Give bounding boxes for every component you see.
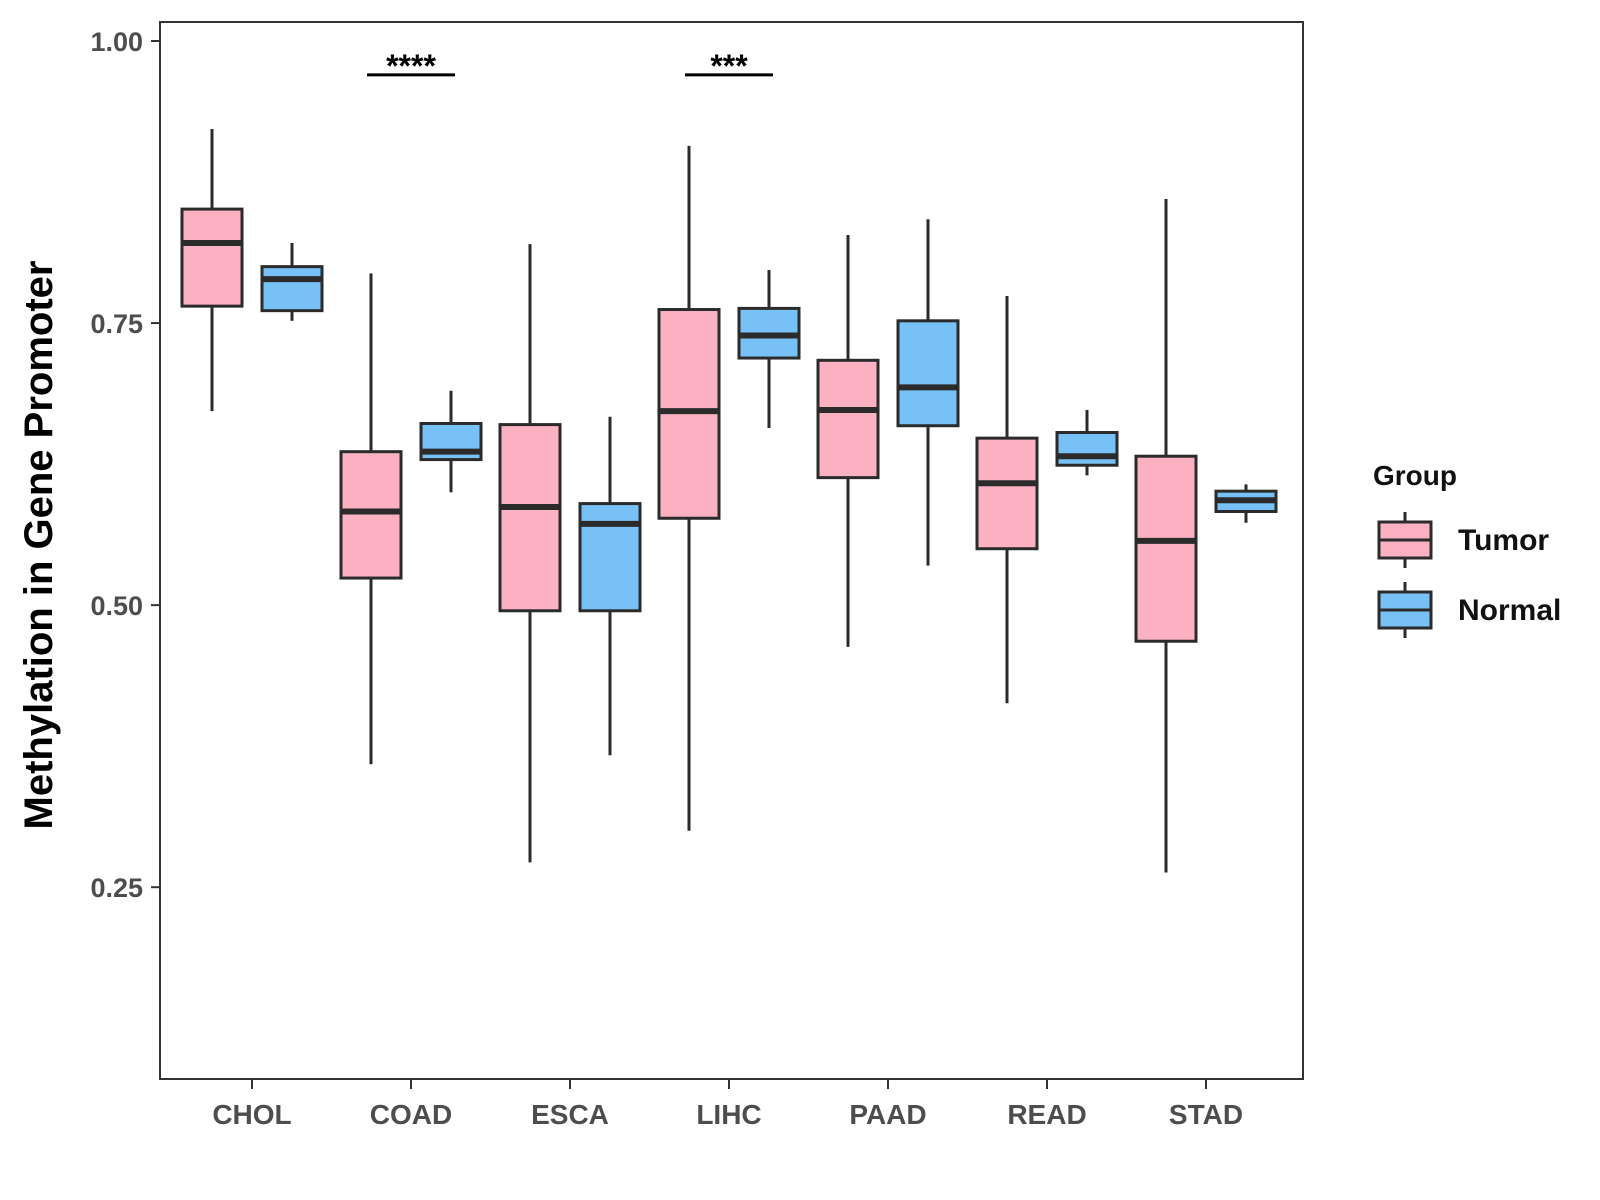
legend: Group Tumor Normal xyxy=(1373,460,1561,638)
box-normal-chol xyxy=(260,242,324,321)
x-tick-label-read: READ xyxy=(1007,1099,1086,1130)
box-tumor-coad xyxy=(339,273,403,765)
box-tumor-chol xyxy=(180,129,244,412)
x-tick-label-esca: ESCA xyxy=(531,1099,609,1130)
box-body xyxy=(339,450,403,580)
axes: 0.25 0.50 0.75 1.00 CHOL COAD ESCA LIHC PAAD READ… xyxy=(90,21,1304,1130)
legend-title: Group xyxy=(1373,460,1457,491)
x-tick-label-chol: CHOL xyxy=(212,1099,291,1130)
plot-area: **** *** xyxy=(180,48,1278,873)
legend-label: Normal xyxy=(1458,594,1561,627)
y-tick-label: 0.25 xyxy=(90,873,143,903)
x-tick-label-paad: PAAD xyxy=(849,1099,926,1130)
box-body xyxy=(1055,431,1119,467)
box-body xyxy=(975,436,1039,551)
significance-label: **** xyxy=(386,48,436,84)
box-tumor-read xyxy=(975,295,1039,704)
box-body xyxy=(816,358,880,480)
panel-border xyxy=(159,21,1304,1080)
significance-lihc: *** xyxy=(685,48,773,84)
box-body xyxy=(498,423,562,613)
box-normal-coad xyxy=(419,390,483,493)
box-body xyxy=(260,265,324,313)
box-body xyxy=(1134,454,1198,643)
box-tumor-esca xyxy=(498,244,562,863)
x-tick-label-coad: COAD xyxy=(370,1099,452,1130)
legend-entry-tumor: Tumor xyxy=(1377,512,1549,568)
box-body xyxy=(896,319,960,428)
legend-entry-normal: Normal xyxy=(1377,582,1561,638)
y-tick-label: 0.75 xyxy=(90,309,143,339)
significance-label: *** xyxy=(710,48,748,84)
box-body xyxy=(578,502,642,613)
box-normal-read xyxy=(1055,409,1119,476)
box-body xyxy=(180,207,244,308)
box-tumor-lihc xyxy=(657,145,721,831)
x-tick-label-lihc: LIHC xyxy=(696,1099,761,1130)
box-normal-paad xyxy=(896,219,960,566)
box-normal-esca xyxy=(578,416,642,756)
significance-coad: **** xyxy=(367,48,455,84)
y-tick-label: 1.00 xyxy=(90,27,143,57)
box-tumor-stad xyxy=(1134,198,1198,873)
box-tumor-paad xyxy=(816,235,880,647)
x-tick-label-stad: STAD xyxy=(1169,1099,1243,1130)
y-tick-label: 0.50 xyxy=(90,591,143,621)
legend-label: Tumor xyxy=(1458,524,1549,557)
y-axis-title: Methylation in Gene Promoter xyxy=(17,261,61,830)
box-normal-stad xyxy=(1214,484,1278,523)
box-normal-lihc xyxy=(737,270,801,428)
